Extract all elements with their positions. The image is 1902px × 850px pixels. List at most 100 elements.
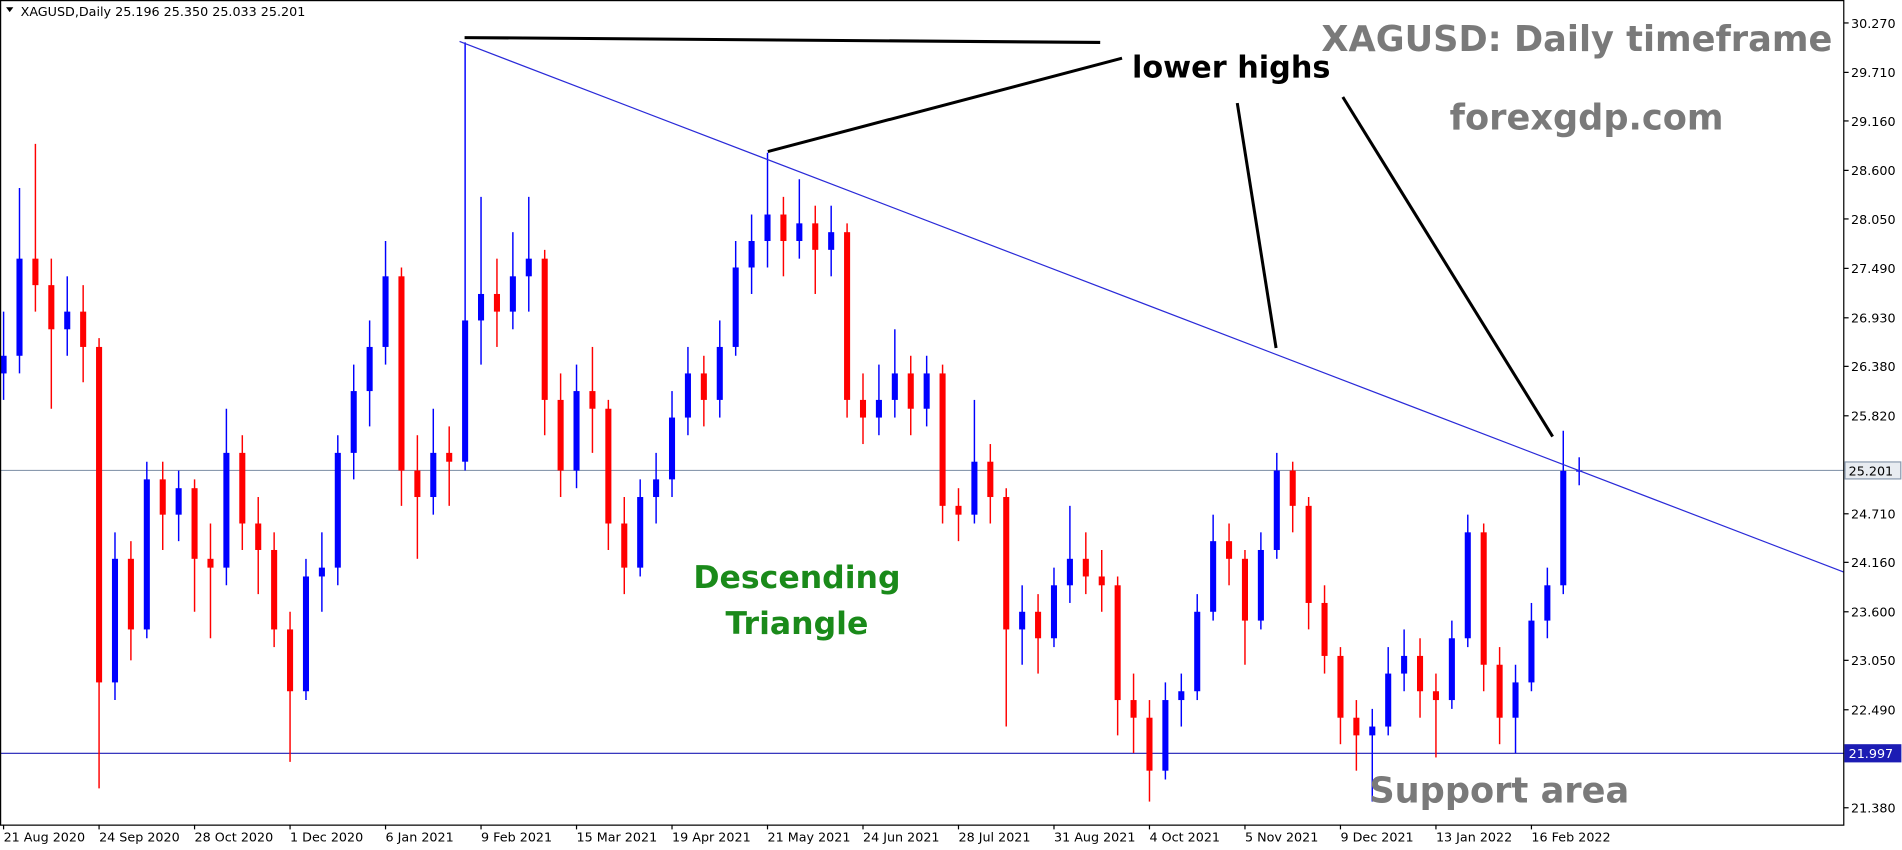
y-tick-label: 27.490 xyxy=(1851,262,1896,277)
candle-body xyxy=(509,276,516,312)
candle-body xyxy=(493,293,500,312)
candle-body xyxy=(96,346,103,683)
arrow xyxy=(767,56,1123,154)
menu-arrow[interactable] xyxy=(6,7,14,13)
candle-body xyxy=(1448,638,1455,701)
price-label-box xyxy=(1844,461,1902,480)
candle-body xyxy=(700,373,707,400)
candle-body xyxy=(111,558,119,683)
candle-body xyxy=(1337,655,1344,718)
x-tick-label: 28 Jul 2021 xyxy=(958,831,1030,846)
candle-body xyxy=(1098,576,1105,586)
candle-body xyxy=(907,373,914,409)
x-tick-label: 6 Jan 2021 xyxy=(386,831,454,846)
candle-body xyxy=(1019,611,1026,630)
plot-frame xyxy=(0,0,1845,826)
price-label: 21.997 xyxy=(1849,747,1894,762)
x-tick-label: 31 Aug 2021 xyxy=(1054,831,1135,846)
candle-body xyxy=(1162,700,1169,771)
candle-body xyxy=(923,373,930,409)
candle-body xyxy=(1353,717,1360,736)
candle-body xyxy=(271,549,278,630)
x-tick-label: 28 Oct 2020 xyxy=(195,831,274,846)
y-tick-label: 26.380 xyxy=(1851,360,1896,375)
candle-body xyxy=(223,452,230,568)
candle-body xyxy=(1401,655,1408,674)
candle-body xyxy=(1146,717,1153,771)
arrow xyxy=(1235,102,1278,349)
candle-body xyxy=(32,258,39,286)
candle-body xyxy=(859,399,867,418)
y-tick-label: 26.930 xyxy=(1851,312,1896,327)
candle-body xyxy=(175,488,182,515)
y-tick-label: 29.160 xyxy=(1851,115,1896,130)
y-tick-label: 28.600 xyxy=(1851,164,1896,179)
price-label-box xyxy=(1844,744,1902,763)
candle-body xyxy=(1385,673,1392,727)
x-tick-label: 9 Dec 2021 xyxy=(1340,831,1413,846)
candle-body xyxy=(430,452,437,498)
y-tick-label: 23.050 xyxy=(1851,654,1896,669)
arrow xyxy=(464,36,1101,44)
candle-body xyxy=(127,558,134,630)
candle-body xyxy=(764,214,771,242)
x-tick-label: 19 Apr 2021 xyxy=(672,831,751,846)
y-tick-label: 24.160 xyxy=(1851,556,1896,571)
plot xyxy=(0,40,1844,802)
candle-body xyxy=(1432,691,1439,701)
x-tick-label: 24 Sep 2020 xyxy=(99,831,180,846)
trendline xyxy=(459,40,1844,573)
candle-body xyxy=(939,373,946,506)
candle-body xyxy=(143,479,150,630)
candle-body xyxy=(541,258,548,400)
candle-body xyxy=(812,223,819,250)
candle-body xyxy=(80,311,87,347)
annotation: Support area xyxy=(1369,771,1629,812)
x-tick-label: 4 Oct 2021 xyxy=(1149,831,1220,846)
candle-body xyxy=(287,629,294,692)
candle-body xyxy=(653,479,660,498)
x-tick-label: 21 Aug 2020 xyxy=(4,831,85,846)
candle-body xyxy=(573,391,580,471)
candle-body xyxy=(318,567,325,577)
candle-body xyxy=(255,523,262,550)
candle-body xyxy=(191,488,198,559)
x-tick-label: 16 Feb 2022 xyxy=(1531,831,1610,846)
x-tick-label: 5 Nov 2021 xyxy=(1245,831,1318,846)
candle-body xyxy=(334,452,341,568)
y-tick-label: 24.710 xyxy=(1851,508,1896,523)
candle-body xyxy=(207,558,214,568)
candle-body xyxy=(891,373,898,400)
candle-body xyxy=(446,452,453,462)
y-tick-label: 25.820 xyxy=(1851,410,1896,425)
candle-body xyxy=(828,232,835,250)
candle-body xyxy=(557,399,564,471)
candle-body xyxy=(1194,611,1201,692)
candle-body xyxy=(987,461,994,498)
x-tick-label: 9 Feb 2021 xyxy=(481,831,552,846)
annotation: Descending xyxy=(693,560,900,596)
x-tick-label: 1 Dec 2020 xyxy=(290,831,363,846)
candle-body xyxy=(1305,505,1312,603)
candle-body xyxy=(398,276,405,471)
candle-body xyxy=(1417,655,1424,692)
candle-body xyxy=(668,417,676,480)
x-tick-label: 21 May 2021 xyxy=(768,831,851,846)
candle-body xyxy=(1464,532,1471,639)
candle-body xyxy=(589,391,596,409)
candle-body xyxy=(1226,541,1233,559)
candle-body xyxy=(1560,470,1567,586)
candle-body xyxy=(414,470,421,498)
candle-body xyxy=(1050,585,1058,639)
x-tick-label: 24 Jun 2021 xyxy=(863,831,940,846)
y-tick-label: 22.490 xyxy=(1851,704,1896,719)
annotation-arrows xyxy=(464,36,1554,438)
candle-body xyxy=(1257,549,1264,621)
title: XAGUSD: Daily timeframe xyxy=(1321,19,1832,60)
x-tick-label: 13 Jan 2022 xyxy=(1436,831,1512,846)
header: XAGUSD,Daily 25.196 25.350 25.033 25.201 xyxy=(21,5,306,20)
y-tick-label: 21.380 xyxy=(1851,802,1896,817)
annotation: lower highs xyxy=(1132,51,1331,86)
candle-body xyxy=(955,505,962,515)
